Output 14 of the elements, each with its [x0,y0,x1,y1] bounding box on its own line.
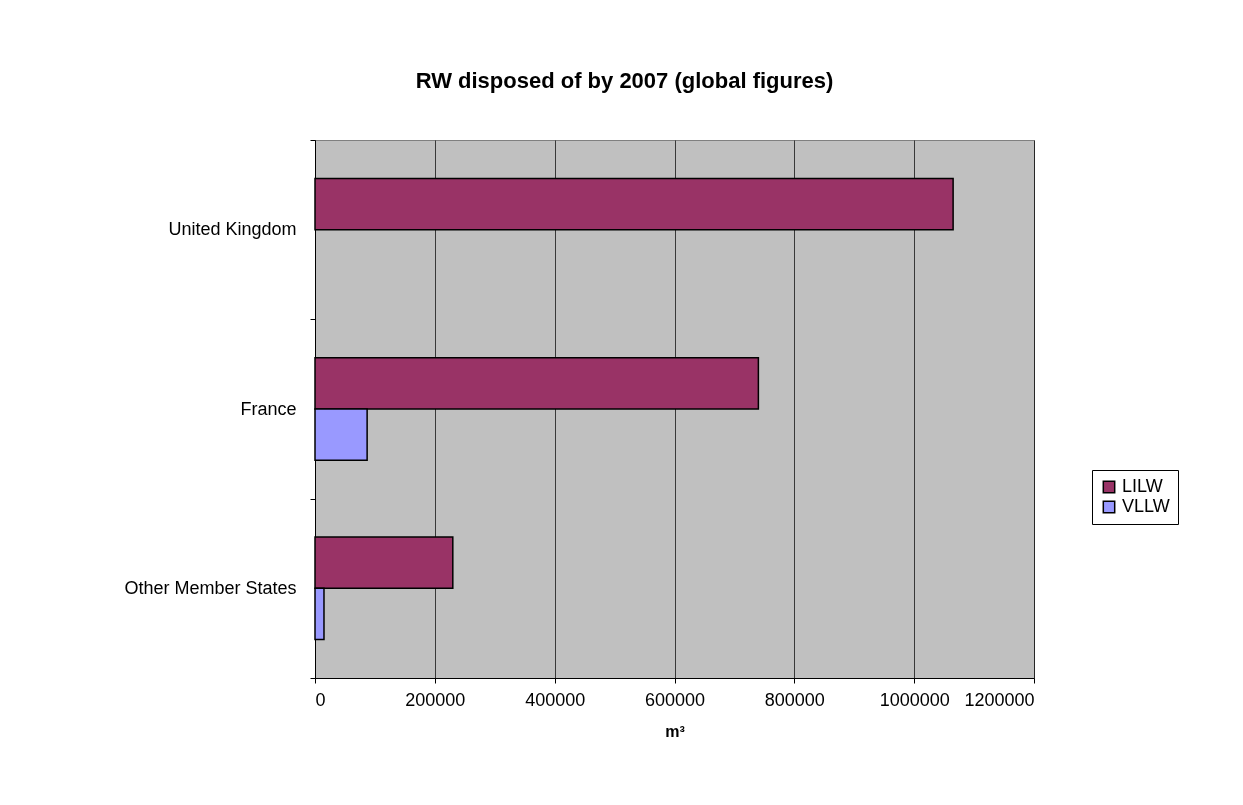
x-axis-title: m³ [665,722,685,740]
x-tick-label: 600000 [644,689,706,710]
y-tick-label: United Kingdom [168,219,297,240]
x-tick-label: 1200000 [964,689,1035,710]
chart-title: RW disposed of by 2007 (global figures) [415,68,834,93]
legend-label: VLLW [1122,496,1170,516]
x-tick-label: 1000000 [879,689,950,710]
x-tick-label: 0 [315,689,326,710]
y-tick-label: France [240,398,297,419]
y-tick-label: Other Member States [124,577,297,598]
x-tick-label: 800000 [764,689,825,710]
x-tick-label: 200000 [405,689,466,710]
x-tick-label: 400000 [525,689,586,710]
legend-label: LILW [1122,476,1163,496]
